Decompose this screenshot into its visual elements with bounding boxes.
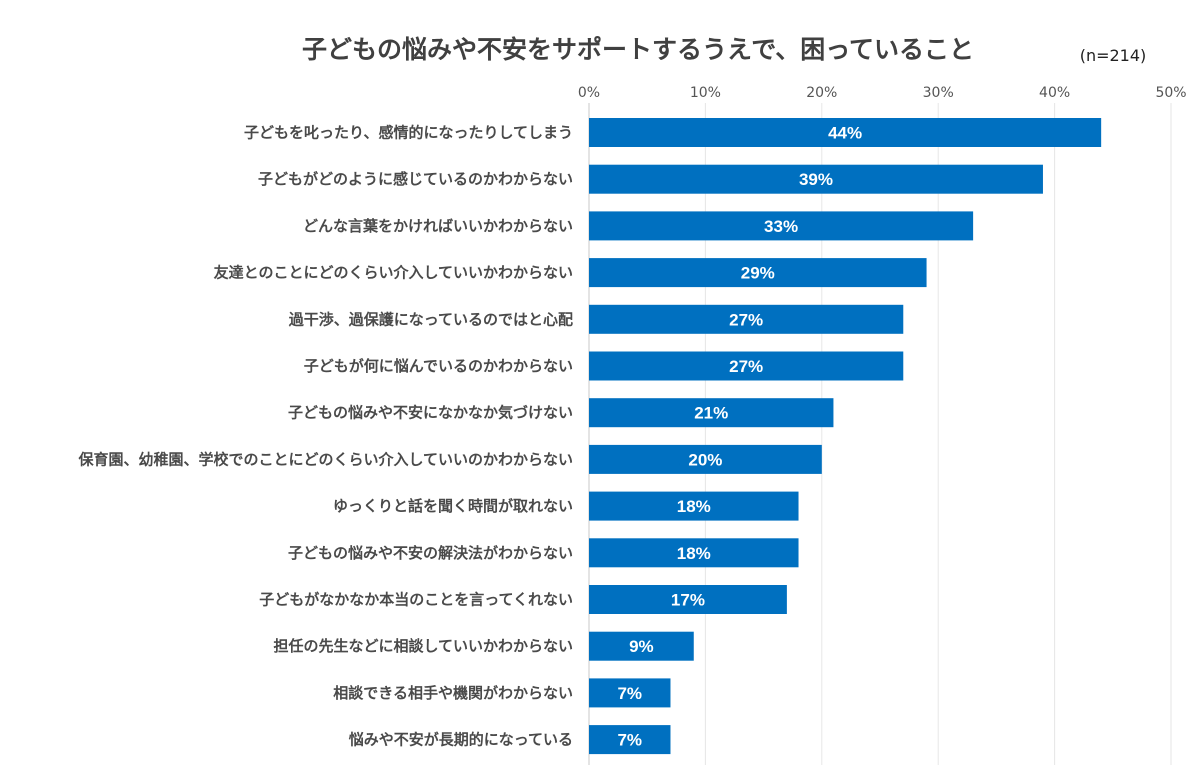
data-label: 9% — [629, 637, 654, 656]
x-tick-label: 50% — [1155, 85, 1186, 101]
category-label: 子どもがなかなか本当のことを言ってくれない — [259, 591, 573, 609]
bar — [589, 631, 694, 661]
bar — [589, 538, 799, 568]
data-label: 7% — [617, 684, 642, 703]
bar — [589, 585, 787, 614]
category-label: ゆっくりと話を聞く時間が取れない — [333, 497, 573, 515]
bar — [589, 211, 974, 241]
category-labels: 子どもを叱ったり、感情的になったりしてしまう子どもがどのように感じているのかわか… — [77, 124, 573, 749]
x-tick-label: 40% — [1039, 85, 1070, 101]
bar — [589, 118, 1102, 147]
category-label: 子どもの悩みや不安になかなか気づけない — [288, 404, 573, 422]
x-tick-label: 10% — [690, 85, 721, 101]
category-label: 子どもを叱ったり、感情的になったりしてしまう — [244, 124, 573, 142]
category-label: 悩みや不安が長期的になっている — [348, 731, 573, 749]
data-label: 18% — [677, 497, 711, 516]
category-label: どんな言葉をかければいいかわからない — [303, 217, 573, 235]
bars — [589, 118, 1102, 755]
x-axis-ticks: 0% 10% 20% 30% 40% 50% — [578, 85, 1187, 101]
category-label: 保育園、幼稚園、学校でのことにどのくらい介入していいのかわからない — [77, 450, 573, 468]
bar — [589, 444, 822, 474]
gridlines — [588, 103, 1172, 765]
data-label: 29% — [741, 264, 775, 283]
category-label: 過干渉、過保護になっているのではと心配 — [288, 310, 573, 328]
category-label: 子どもの悩みや不安の解決法がわからない — [288, 544, 573, 562]
category-label: 友達とのことにどのくらい介入していいかわからない — [214, 264, 573, 282]
category-label: 相談できる相手や機関がわからない — [333, 684, 573, 702]
data-label: 33% — [764, 217, 798, 236]
value-labels: 44% 39% 33% 29% 27% 27% 21% 20% 18% 18% 17% 9% 7% 7% — [617, 124, 862, 750]
data-label: 27% — [729, 310, 763, 329]
bar — [589, 678, 671, 708]
data-label: 39% — [799, 170, 833, 189]
x-tick-label: 20% — [806, 85, 837, 101]
data-label: 18% — [677, 544, 711, 563]
x-tick-label: 0% — [578, 85, 600, 101]
x-tick-label: 30% — [923, 85, 954, 101]
data-label: 17% — [671, 591, 705, 610]
bar — [589, 398, 834, 428]
category-label: 子どもが何に悩んでいるのかわからない — [304, 357, 573, 375]
data-label: 21% — [694, 404, 728, 423]
bar — [589, 491, 799, 521]
bar — [589, 164, 1043, 194]
category-label: 子どもがどのように感じているのかわからない — [258, 170, 573, 188]
bar — [589, 725, 671, 755]
data-label: 20% — [688, 450, 722, 469]
bar — [589, 351, 904, 381]
chart-title: 子どもの悩みや不安をサポートするうえで、困っていること — [302, 35, 974, 64]
data-label: 44% — [828, 124, 862, 143]
bar — [589, 258, 927, 288]
data-label: 7% — [617, 731, 642, 750]
bar — [589, 304, 904, 334]
sample-size-label: (n=214) — [1080, 46, 1147, 65]
category-label: 担任の先生などに相談していいかわからない — [273, 637, 573, 655]
data-label: 27% — [729, 357, 763, 376]
